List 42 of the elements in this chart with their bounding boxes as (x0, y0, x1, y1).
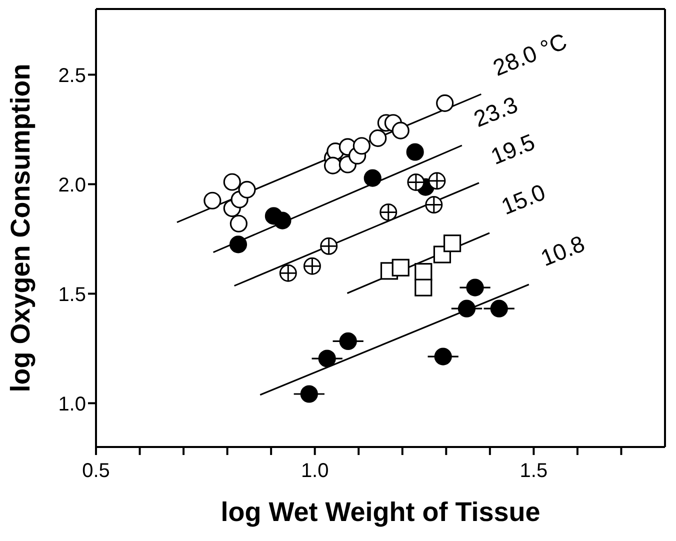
point (230, 214, 248, 232)
point (352, 137, 370, 155)
point (466, 278, 484, 296)
point (380, 203, 398, 221)
point (392, 258, 410, 276)
point (436, 94, 454, 112)
x-axis-title: log Wet Weight of Tissue (220, 497, 540, 527)
point (414, 278, 432, 296)
point (406, 143, 424, 161)
point (229, 236, 248, 254)
point (318, 350, 336, 368)
x-tick-label: 1.5 (520, 460, 548, 482)
point (434, 348, 452, 366)
point (279, 264, 297, 282)
point (320, 237, 338, 255)
x-tick-label: 0.5 (82, 460, 110, 482)
point (303, 257, 321, 275)
point (238, 180, 256, 198)
point (490, 300, 508, 318)
point (339, 332, 357, 350)
annotation: 10.8 (537, 230, 588, 272)
point (324, 156, 342, 174)
point (364, 169, 382, 187)
point (425, 196, 443, 214)
annotation: 28.0 °C (489, 28, 570, 81)
y-axis-title: log Oxygen Consumption (6, 64, 36, 392)
y-tick-label: 1.0 (58, 393, 86, 416)
x-tick-label: 1.0 (300, 460, 329, 482)
point (223, 173, 241, 191)
point (274, 212, 292, 230)
y-tick-label: 2.0 (58, 174, 86, 196)
point (458, 300, 476, 318)
y-tick-label: 1.5 (58, 284, 86, 306)
point (407, 173, 425, 191)
point (300, 385, 318, 403)
point (392, 122, 410, 140)
y-tick-label: 2.5 (58, 64, 86, 87)
point (428, 172, 446, 190)
point (204, 192, 222, 210)
annotation: 15.0 (498, 178, 549, 220)
point (369, 129, 387, 148)
point (443, 234, 462, 252)
